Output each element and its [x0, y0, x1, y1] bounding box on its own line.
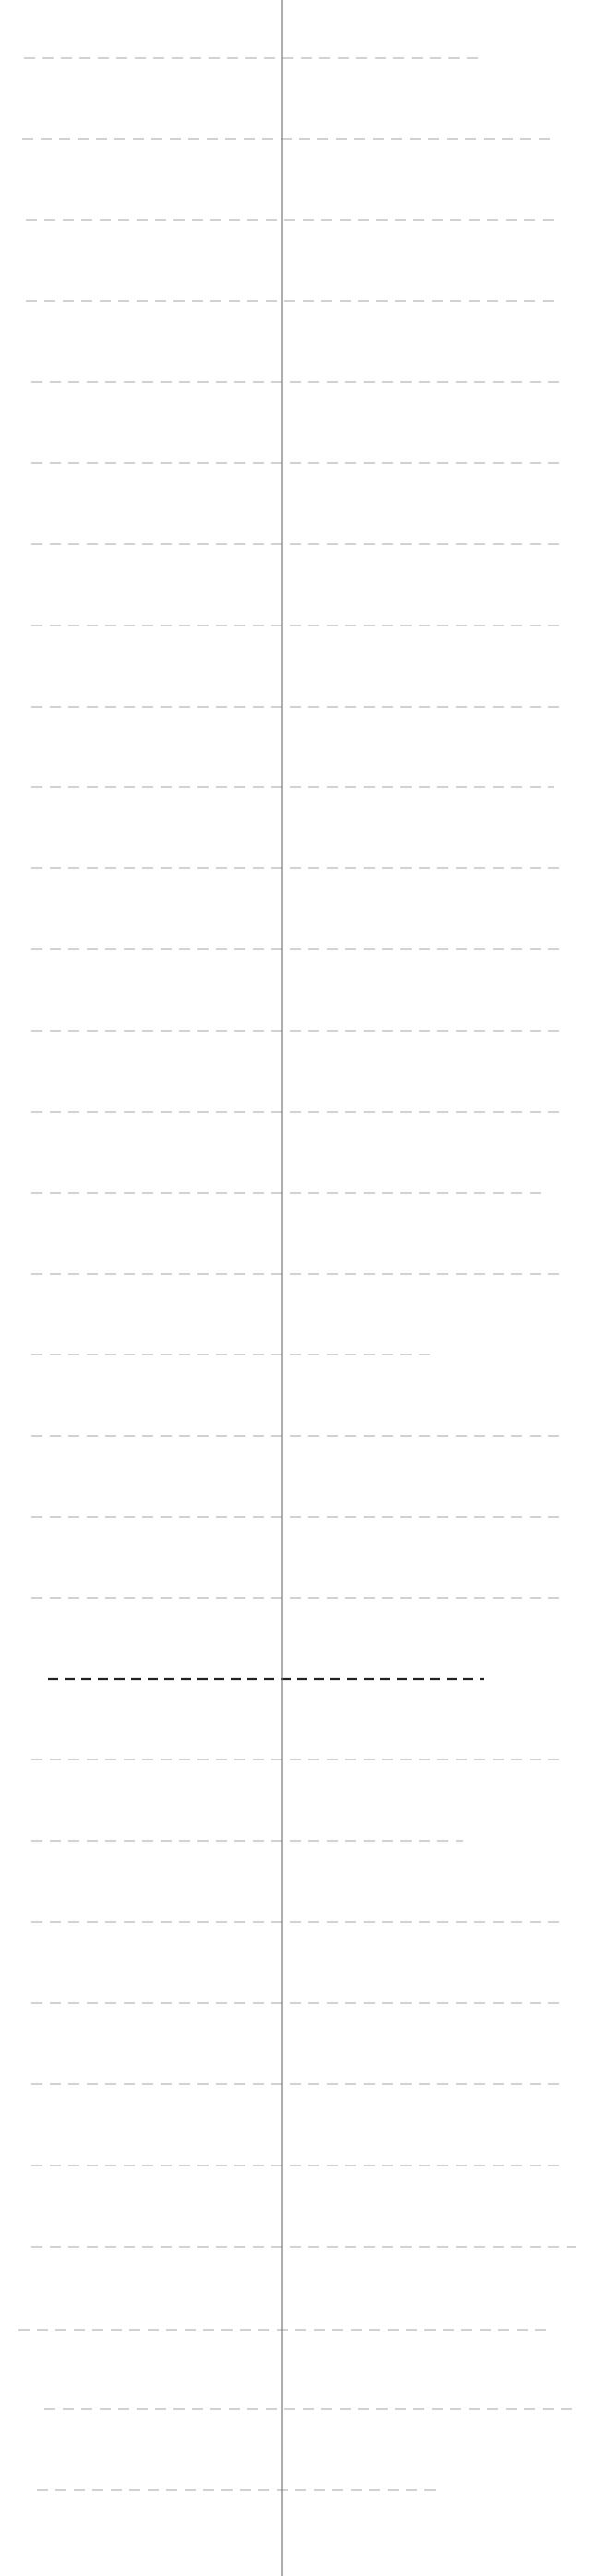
- dashed-rows: [18, 57, 576, 2491]
